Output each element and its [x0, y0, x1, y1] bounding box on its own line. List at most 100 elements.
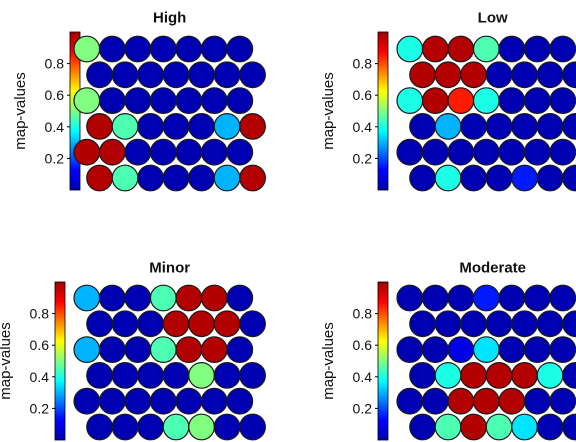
som-cell [511, 310, 538, 338]
som-cell [137, 413, 164, 441]
colorbar-axis-label: map-values [0, 322, 14, 400]
som-cell [511, 164, 538, 192]
som-cell [111, 362, 139, 389]
som-cell [226, 336, 254, 364]
som-cell [86, 310, 113, 338]
som-cell [498, 87, 526, 114]
som-cell [98, 387, 126, 415]
som-cell [239, 310, 266, 338]
som-cell [485, 61, 513, 89]
som-cell [111, 61, 139, 89]
panel-title: Moderate [459, 259, 526, 276]
colorbar-tick-label: 0.6 [30, 337, 50, 353]
som-cell [86, 413, 113, 441]
som-cell [239, 164, 266, 192]
som-cell [98, 35, 126, 63]
som-cell [472, 35, 500, 63]
som-cell [485, 112, 513, 140]
colorbar-tick-label: 0.2 [353, 400, 373, 416]
som-cell [396, 87, 424, 114]
som-cell [511, 362, 538, 389]
som-cell [523, 87, 551, 114]
panel-title: Minor [149, 259, 190, 276]
som-cell [188, 164, 215, 192]
som-cell [485, 413, 513, 441]
som-cell [536, 413, 564, 441]
colorbar-tick-label: 0.2 [45, 150, 65, 166]
som-cell [188, 362, 215, 389]
som-cell [434, 164, 462, 192]
som-cell [421, 87, 449, 114]
som-cell [549, 284, 576, 312]
som-cell [409, 413, 436, 441]
som-cell [73, 138, 101, 166]
som-cell [162, 310, 190, 338]
som-cell [124, 87, 152, 114]
som-cell [111, 310, 139, 338]
som-cell [137, 362, 164, 389]
som-cell [124, 336, 152, 364]
som-cell [409, 362, 436, 389]
som-cell [73, 87, 101, 114]
panels: High 0.2 0.4 0.6 0.8 map-values Low 0.2 0.4 0.6 0.… [0, 9, 576, 441]
colorbar [377, 31, 389, 191]
panel-title: High [153, 9, 186, 26]
som-cell [523, 284, 551, 312]
som-cell [111, 164, 139, 192]
colorbar-tick-label: 0.2 [353, 150, 373, 166]
som-cell [562, 61, 576, 89]
som-cell [562, 310, 576, 338]
som-cell [434, 413, 462, 441]
som-cell [226, 387, 254, 415]
colorbar-tick-label: 0.4 [30, 369, 50, 385]
som-cell [460, 310, 487, 338]
som-cell [460, 413, 487, 441]
som-cell [239, 112, 266, 140]
som-cell [447, 284, 475, 312]
som-cell [239, 61, 266, 89]
som-cell [213, 112, 241, 140]
som-cell [73, 387, 101, 415]
colorbar-axis-label: map-values [320, 322, 337, 400]
som-cell [511, 413, 538, 441]
som-cell [472, 387, 500, 415]
som-cell [124, 284, 152, 312]
som-cell [162, 112, 190, 140]
colorbar-axis-label: map-values [12, 72, 29, 150]
som-cell [111, 413, 139, 441]
som-cell [549, 87, 576, 114]
som-cell [460, 164, 487, 192]
som-cell [137, 61, 164, 89]
som-cell [98, 336, 126, 364]
som-cell [73, 336, 101, 364]
som-cell [124, 138, 152, 166]
som-cell [434, 61, 462, 89]
som-cell [498, 35, 526, 63]
som-cell [447, 35, 475, 63]
som-cell [396, 138, 424, 166]
colorbar-tick-label: 0.8 [30, 306, 50, 322]
som-cell [188, 112, 215, 140]
panel-title: Low [478, 9, 508, 26]
colorbar-tick-label: 0.6 [353, 337, 373, 353]
som-cell [239, 362, 266, 389]
som-cell [562, 413, 576, 441]
som-cell [523, 387, 551, 415]
som-cell [149, 87, 177, 114]
som-cell [162, 61, 190, 89]
som-cell [472, 87, 500, 114]
som-cell [175, 35, 203, 63]
som-cell [434, 362, 462, 389]
som-cell [396, 284, 424, 312]
som-cell [498, 387, 526, 415]
panel-1: Low 0.2 0.4 0.6 0.8 map-values [320, 9, 576, 192]
som-cell [549, 35, 576, 63]
som-cell [472, 336, 500, 364]
colorbar-tick-label: 0.8 [353, 56, 373, 72]
som-cell [226, 284, 254, 312]
colorbar [54, 281, 66, 441]
som-cell [536, 164, 564, 192]
som-cell [460, 61, 487, 89]
som-cell [137, 310, 164, 338]
som-cell [226, 138, 254, 166]
